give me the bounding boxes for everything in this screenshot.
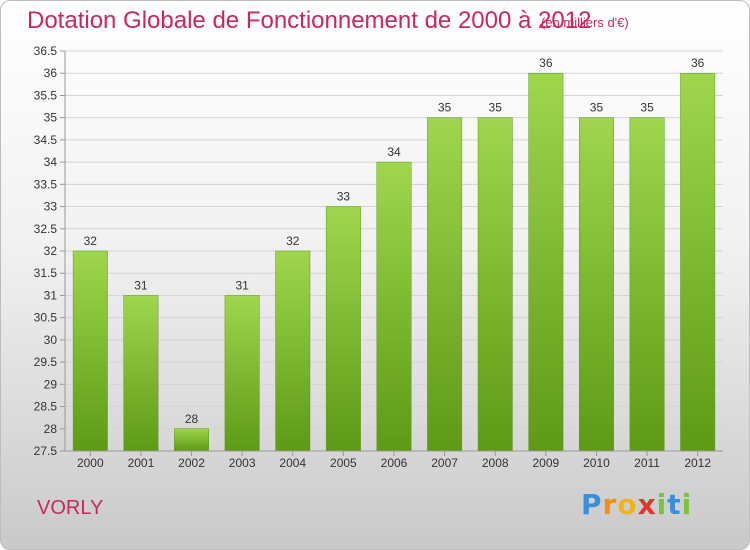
bar-2009	[528, 72, 564, 452]
y-tick-label: 33	[44, 200, 58, 214]
data-label-2002: 28	[185, 412, 199, 426]
y-axis-ticks: 27.5 28 28.5 29 29.5 30 30.5 31 31.5 32 32.5 33 33.5…	[34, 44, 65, 458]
x-tick-label-2001: 2001	[128, 456, 155, 470]
x-tick-label-2012: 2012	[684, 456, 711, 470]
y-tick-label: 31	[44, 288, 58, 302]
y-tick-label: 36.5	[34, 44, 58, 58]
bar-2012	[680, 72, 716, 452]
data-label-2009: 36	[539, 56, 553, 70]
proxiti-logo: Proxiti	[581, 488, 692, 521]
chart-title: Dotation Globale de Fonctionnement de 20…	[27, 7, 592, 34]
y-tick-label: 32.5	[34, 222, 58, 236]
bar-2000	[72, 250, 108, 452]
x-axis-ticks: 2000 2001 2002 2003 2004 2005 2006 2007 2008 2009…	[77, 451, 711, 470]
data-label-2012: 36	[691, 56, 705, 70]
data-label-2008: 35	[489, 101, 503, 115]
x-tick-label-2008: 2008	[482, 456, 509, 470]
bar-2005	[325, 206, 361, 452]
bar-2004	[275, 250, 311, 452]
bar-2002	[174, 428, 209, 452]
y-tick-label: 31.5	[34, 266, 58, 280]
bar-2006	[376, 161, 412, 452]
bar-2008	[477, 117, 513, 452]
y-tick-label: 36	[44, 66, 58, 80]
x-tick-label-2009: 2009	[532, 456, 559, 470]
x-tick-label-2010: 2010	[583, 456, 610, 470]
y-tick-label: 28	[44, 422, 58, 436]
bar-2007	[427, 117, 463, 452]
x-tick-label-2011: 2011	[634, 456, 660, 470]
y-tick-label: 30	[44, 333, 58, 347]
data-label-2010: 35	[590, 101, 604, 115]
x-tick-label-2000: 2000	[77, 456, 104, 470]
logo-letter-p: P	[581, 488, 603, 521]
bar-2010	[579, 117, 614, 452]
y-tick-label: 27.5	[34, 444, 58, 458]
bar-2003	[224, 295, 260, 452]
data-label-2007: 35	[438, 101, 452, 115]
data-label-2003: 31	[235, 278, 249, 292]
y-tick-label: 33.5	[34, 177, 58, 191]
y-tick-label: 29.5	[34, 355, 58, 369]
data-label-2000: 32	[84, 234, 98, 248]
logo-letter-t: t	[667, 488, 682, 521]
data-label-2011: 35	[640, 101, 654, 115]
logo-letter-o: o	[617, 488, 638, 521]
data-label-2004: 32	[286, 234, 300, 248]
y-tick-label: 32	[44, 244, 58, 258]
data-labels: 32 31 28 31 32 33 34 35 35 36 35 35 36	[84, 56, 705, 426]
logo-letter-r: r	[602, 488, 618, 521]
y-tick-label: 28.5	[34, 400, 58, 414]
logo-letter-x: x	[637, 488, 657, 521]
x-tick-label-2003: 2003	[229, 456, 256, 470]
logo-letter-i2: i	[681, 488, 693, 521]
chart-subtitle: (en milliers d'€)	[541, 15, 629, 30]
bars	[72, 72, 716, 452]
y-tick-label: 34.5	[34, 133, 58, 147]
data-label-2001: 31	[134, 278, 148, 292]
y-tick-label: 35	[44, 111, 58, 125]
bar-2001	[123, 295, 159, 452]
x-tick-label-2007: 2007	[431, 456, 458, 470]
y-tick-label: 35.5	[34, 88, 58, 102]
y-tick-label: 34	[44, 155, 58, 169]
bar-2011	[629, 117, 665, 452]
data-label-2006: 34	[387, 145, 401, 159]
x-tick-label-2005: 2005	[330, 456, 357, 470]
x-tick-label-2006: 2006	[381, 456, 408, 470]
commune-name: VORLY	[37, 497, 104, 519]
logo-letter-i: i	[656, 488, 668, 521]
data-label-2005: 33	[337, 190, 351, 204]
y-tick-label: 29	[44, 377, 58, 391]
y-tick-label: 30.5	[34, 311, 58, 325]
x-tick-label-2004: 2004	[279, 456, 306, 470]
x-tick-label-2002: 2002	[178, 456, 205, 470]
